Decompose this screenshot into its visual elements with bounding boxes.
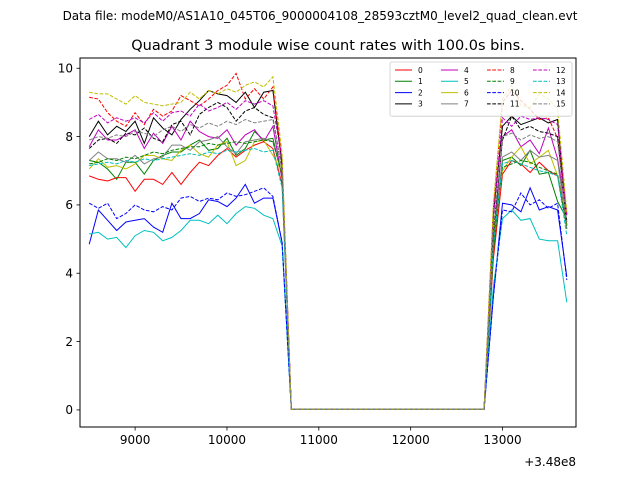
series-layer: [88, 72, 568, 410]
legend-label-13: 13: [556, 77, 566, 86]
legend-label-7: 7: [464, 100, 469, 109]
legend-label-3: 3: [418, 100, 423, 109]
series-line-3: [88, 89, 568, 410]
series-line-15: [89, 118, 568, 410]
y-tick-label: 2: [65, 335, 73, 349]
legend-label-8: 8: [510, 66, 515, 75]
legend-label-0: 0: [418, 66, 423, 75]
x-axis-offset-label: +3.48e8: [524, 455, 576, 469]
legend-label-1: 1: [418, 77, 423, 86]
legend-label-15: 15: [556, 100, 566, 109]
legend-label-12: 12: [556, 66, 566, 75]
x-tick-label: 11000: [300, 433, 338, 447]
legend-frame: [389, 61, 573, 117]
x-tick-label: 12000: [392, 433, 430, 447]
legend-label-10: 10: [510, 88, 520, 97]
y-tick-label: 4: [65, 267, 73, 281]
legend-label-5: 5: [464, 77, 469, 86]
chart-title: Quadrant 3 module wise count rates with …: [131, 38, 525, 54]
figure-suptitle: Data file: modeM0/AS1A10_045T06_90000041…: [63, 9, 578, 23]
plot-area-frame: [79, 57, 577, 428]
series-line-11: [88, 101, 568, 410]
y-tick-label: 6: [65, 198, 73, 212]
series-line-12: [88, 100, 568, 410]
x-tick-label: 10000: [208, 433, 246, 447]
legend-label-2: 2: [418, 88, 423, 97]
legend-label-14: 14: [556, 88, 566, 97]
x-axis: 9000 10000 11000 12000 13000: [120, 427, 522, 447]
series-line-4: [88, 120, 568, 410]
x-tick-label: 13000: [483, 433, 521, 447]
y-tick-label: 0: [65, 403, 73, 417]
legend-label-11: 11: [510, 100, 520, 109]
legend-label-6: 6: [464, 88, 469, 97]
legend-label-9: 9: [510, 77, 515, 86]
x-tick-label: 9000: [120, 433, 151, 447]
y-tick-label: 8: [65, 130, 73, 144]
y-axis: 0 2 4 6 8 10: [58, 62, 80, 417]
y-tick-label: 10: [58, 62, 73, 76]
legend-label-4: 4: [464, 66, 469, 75]
